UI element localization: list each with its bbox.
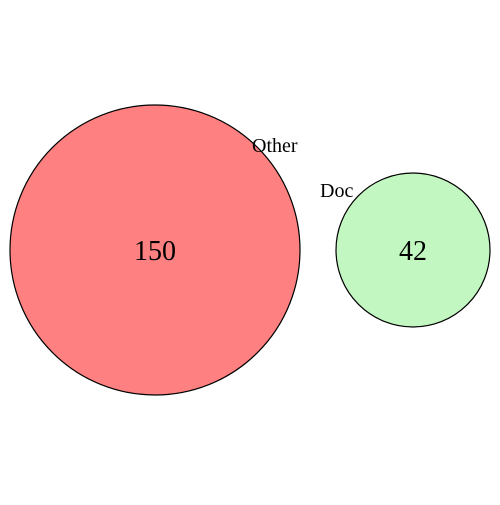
- set-other-circle: [9, 104, 301, 396]
- set-other-count: 150: [134, 236, 176, 267]
- set-other-group: 150 Other: [9, 104, 301, 396]
- set-doc-circle: [335, 172, 491, 328]
- set-other-label: Other: [252, 135, 298, 157]
- set-doc-group: 42 Doc: [320, 172, 491, 328]
- set-doc-label: Doc: [320, 180, 353, 202]
- set-doc-count: 42: [399, 236, 427, 267]
